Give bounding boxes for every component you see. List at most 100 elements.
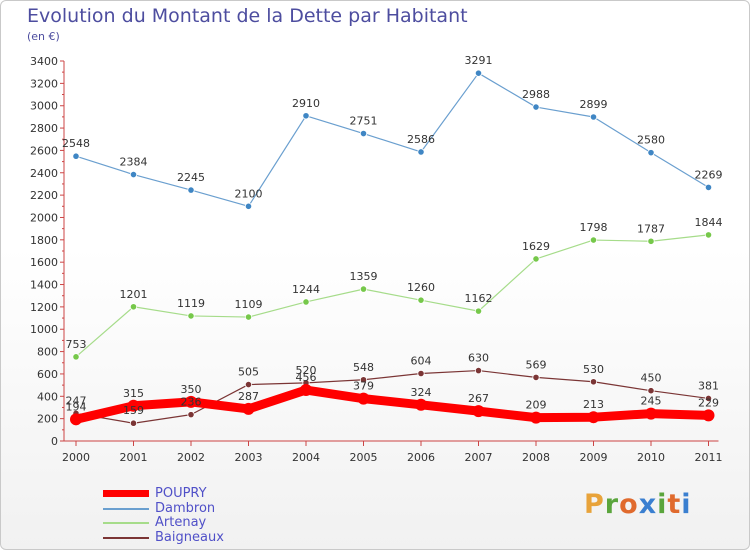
x-tick-label: 2003: [235, 451, 263, 464]
x-tick-label: 2005: [350, 451, 378, 464]
data-label-baigneaux: 505: [238, 366, 259, 379]
legend-swatch-dambron: [103, 507, 149, 510]
data-point-artenay: [532, 255, 540, 263]
data-label-artenay: 1109: [235, 298, 263, 311]
legend-swatch-poupry: [103, 490, 149, 497]
legend-item-dambron: Dambron: [103, 501, 323, 517]
chart-subtitle: (en €): [27, 30, 60, 43]
data-point-poupry: [587, 411, 600, 424]
data-point-dambron: [129, 170, 138, 179]
data-label-dambron: 3291: [465, 54, 493, 67]
data-point-baigneaux: [129, 419, 138, 427]
data-label-artenay: 1629: [522, 240, 550, 253]
x-tick-label: 2008: [522, 451, 550, 464]
legend-swatch-artenay: [103, 522, 149, 524]
legend-item-artenay: Artenay: [103, 515, 323, 531]
data-label-artenay: 1119: [177, 297, 205, 310]
data-label-dambron: 2100: [235, 187, 263, 200]
data-point-poupry: [300, 384, 312, 397]
data-label-baigneaux: 569: [526, 358, 547, 371]
legend-label-baigneaux: Baigneaux: [155, 529, 224, 545]
logo-letter: r: [604, 489, 620, 520]
data-label-dambron: 2899: [580, 98, 608, 111]
series-poupry: [70, 384, 715, 426]
data-label-artenay: 753: [66, 338, 87, 351]
data-label-baigneaux: 548: [353, 361, 374, 374]
chart-title: Evolution du Montant de la Dette par Hab…: [27, 5, 468, 27]
data-label-baigneaux: 247: [66, 394, 87, 407]
data-point-baigneaux: [187, 411, 195, 419]
data-label-artenay: 1798: [580, 221, 608, 234]
data-label-poupry: 245: [641, 395, 662, 408]
data-point-baigneaux: [704, 394, 713, 403]
x-tick-label: 2006: [407, 451, 435, 464]
data-label-poupry: 456: [296, 371, 317, 384]
data-point-dambron: [72, 152, 80, 160]
data-label-artenay: 1162: [465, 292, 493, 305]
data-point-artenay: [359, 285, 368, 293]
y-tick-label: 3000: [30, 100, 58, 113]
data-point-baigneaux: [647, 387, 655, 395]
data-label-baigneaux: 450: [641, 372, 662, 385]
data-label-dambron: 2245: [177, 171, 205, 184]
logo-letter: t: [667, 489, 682, 520]
data-point-artenay: [704, 231, 713, 239]
legend: POUPRY Dambron Artenay Baigneaux: [103, 486, 323, 545]
series-lines: [70, 69, 715, 427]
data-point-poupry: [242, 402, 255, 415]
data-point-artenay: [647, 237, 655, 245]
data-point-dambron: [647, 149, 655, 157]
data-label-artenay: 1244: [292, 283, 320, 296]
data-label-poupry: 209: [526, 399, 547, 412]
y-tick-label: 1200: [30, 301, 58, 314]
data-label-dambron: 2751: [350, 115, 378, 128]
data-point-artenay: [187, 312, 195, 320]
series-baigneaux: [72, 366, 713, 427]
y-tick-label: 200: [37, 413, 58, 426]
data-label-poupry: 287: [238, 390, 259, 403]
logo-letter: x: [638, 489, 658, 520]
series-line-artenay: [75, 234, 710, 358]
data-label-poupry: 194: [66, 400, 87, 413]
data-point-dambron: [359, 129, 368, 138]
y-tick-label: 1000: [30, 323, 58, 336]
series-line-baigneaux: [75, 369, 710, 424]
data-point-poupry: [415, 398, 427, 411]
data-point-baigneaux: [532, 373, 540, 382]
data-point-dambron: [417, 148, 425, 156]
data-point-poupry: [357, 392, 370, 405]
y-tick-label: 1400: [30, 279, 58, 292]
data-label-poupry: 324: [411, 386, 432, 399]
y-tick-label: 1800: [30, 234, 58, 247]
data-label-poupry: 315: [123, 387, 144, 400]
data-point-dambron: [244, 202, 253, 210]
data-point-poupry: [530, 411, 542, 424]
data-point-baigneaux: [474, 366, 483, 375]
legend-label-poupry: POUPRY: [155, 486, 207, 501]
data-label-poupry: 229: [698, 396, 719, 409]
y-tick-label: 800: [37, 346, 58, 359]
proxiti-logo: Proxiti: [584, 489, 692, 520]
data-point-dambron: [302, 112, 310, 120]
data-point-poupry: [702, 409, 715, 422]
series-dambron: [72, 69, 713, 210]
data-labels: 2548 2384 2245 2100 2910 2751 2586 3291 2988 2899…: [62, 54, 723, 417]
y-tick-label: 3200: [30, 77, 58, 90]
data-label-baigneaux: 381: [698, 379, 719, 392]
series-line-poupry: [71, 385, 713, 424]
x-tick-label: 2011: [695, 451, 723, 464]
data-point-dambron: [474, 69, 483, 77]
logo-letter: i: [681, 489, 692, 520]
data-label-dambron: 2548: [62, 137, 90, 150]
data-point-poupry: [70, 413, 82, 426]
y-tick-label: 0: [51, 435, 58, 448]
legend-swatch-baigneaux: [103, 536, 149, 539]
data-label-poupry: 213: [583, 398, 604, 411]
x-tick-label: 2004: [292, 451, 320, 464]
data-point-baigneaux: [244, 380, 253, 389]
data-label-dambron: 2586: [407, 133, 435, 146]
data-label-dambron: 2988: [522, 88, 550, 101]
data-point-baigneaux: [589, 378, 598, 386]
